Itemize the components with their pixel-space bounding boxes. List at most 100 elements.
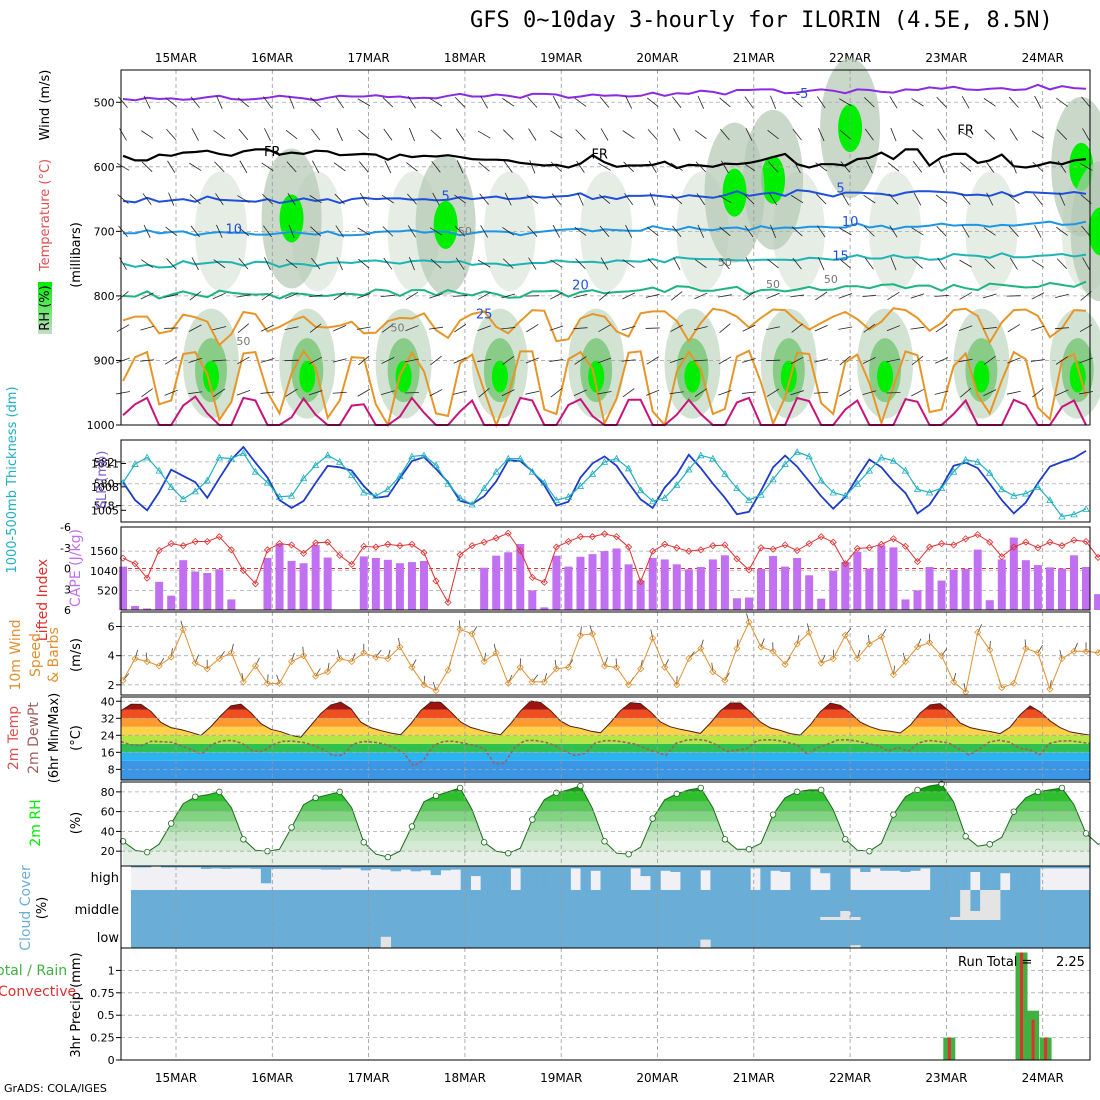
wind-barb <box>669 391 684 395</box>
wind-barb <box>719 97 731 108</box>
lifted-marker <box>805 540 813 548</box>
wind10-marker <box>143 657 151 666</box>
lifted-marker <box>925 543 934 551</box>
wind-barb <box>1055 389 1069 396</box>
wind-barb <box>574 356 587 365</box>
cloud-high-bar <box>990 866 1001 890</box>
contour-label: 20 <box>572 278 589 293</box>
wind-barb <box>935 194 948 204</box>
cape-bar <box>769 556 778 610</box>
wind-barb <box>1008 225 1019 237</box>
thickness-marker <box>287 491 296 499</box>
run-total-value: 2.25 <box>1056 955 1085 970</box>
ylabel-wind: Wind (m/s) <box>38 70 53 141</box>
wind-barb <box>288 95 295 109</box>
slp-ytick-label: 1008 <box>91 481 119 494</box>
cape-bar <box>781 566 790 610</box>
lifted-marker <box>492 534 500 542</box>
date-label-bottom: 24MAR <box>1022 1071 1064 1085</box>
wind-barb <box>863 194 876 204</box>
thickness-marker <box>263 478 272 486</box>
thickness-marker <box>961 455 970 463</box>
wind-barb <box>406 193 417 205</box>
wind-barb <box>1058 192 1066 206</box>
thickness-marker <box>588 470 597 477</box>
rh-blob-upper <box>869 171 922 292</box>
wind-barb <box>646 389 660 396</box>
rh-blob-upper-core <box>761 155 786 204</box>
wind10-barb <box>267 674 269 684</box>
wind-barb <box>814 358 829 363</box>
rh2m-marker <box>384 853 392 861</box>
wind-barb <box>140 359 155 362</box>
wind10-barb <box>337 649 341 659</box>
wind-barb <box>961 96 970 109</box>
wind10-marker <box>300 652 308 660</box>
lifted-marker <box>600 530 609 538</box>
wind-barb <box>910 326 925 330</box>
cape-bar <box>227 599 236 610</box>
cape-bar <box>407 562 416 610</box>
cloud-high-bar <box>390 866 402 872</box>
wind-barb <box>118 96 128 108</box>
cape-bar <box>359 556 368 610</box>
wind-barb <box>721 160 729 174</box>
wind-barb <box>239 160 248 174</box>
wind-barb <box>841 192 850 206</box>
wind10-marker <box>649 634 657 642</box>
thickness-marker <box>336 458 344 465</box>
thickness-marker <box>986 468 994 476</box>
cape-bar <box>419 560 428 610</box>
wind-barb <box>718 389 732 396</box>
wind-barb <box>526 324 539 333</box>
wind-barb <box>116 162 130 171</box>
wind10-barb <box>604 657 608 667</box>
wind-barb <box>381 323 394 333</box>
thickness-marker <box>1058 512 1066 520</box>
lifted-marker <box>336 551 344 559</box>
wind-barb <box>576 160 585 173</box>
wind-barb <box>768 161 779 173</box>
lifted-ytick-label: -3 <box>60 542 71 555</box>
wind-barb <box>669 357 684 363</box>
thickness-marker <box>612 454 621 462</box>
wind-barb <box>528 257 537 270</box>
rh2m-marker <box>192 793 199 801</box>
wind10-barb <box>327 662 330 672</box>
wind10-ytick-label: 6 <box>108 621 115 634</box>
lifted-marker <box>998 553 1006 561</box>
wind10-marker <box>1094 649 1100 657</box>
date-label-top: 21MAR <box>733 51 775 65</box>
wind-barb <box>358 161 369 173</box>
wind-barb <box>525 357 539 364</box>
wind-barb <box>911 389 924 397</box>
date-label-top: 16MAR <box>251 51 293 65</box>
date-label-top: 17MAR <box>348 51 390 65</box>
lifted-marker <box>1046 538 1054 546</box>
wind10-marker <box>853 655 861 663</box>
wind-barb <box>622 292 636 300</box>
wind-barb <box>912 258 923 269</box>
thickness-marker <box>925 488 934 496</box>
wind-barb <box>575 129 586 140</box>
wind10-marker <box>600 662 609 670</box>
wind-barb <box>597 357 612 364</box>
wind-barb <box>190 225 200 238</box>
wind-barb <box>745 257 753 271</box>
rh-blob-high <box>491 360 508 393</box>
rh-blob-upper-core <box>1088 207 1100 256</box>
wind10-marker <box>877 633 885 641</box>
wind-barb <box>116 391 130 395</box>
lifted-marker <box>372 543 380 551</box>
wind-barb <box>264 128 271 142</box>
contour-label: 50 <box>458 225 472 238</box>
lifted-marker <box>528 573 536 582</box>
wind-barb <box>430 258 442 269</box>
temp-fill <box>121 701 1090 780</box>
ylabel-rh: RH (%) <box>38 285 53 330</box>
wind-barb <box>648 160 657 173</box>
wind10-barb <box>194 654 200 664</box>
rh2m-band <box>123 811 1090 822</box>
cape-bar <box>1094 594 1100 610</box>
rh2m-marker <box>601 838 608 845</box>
